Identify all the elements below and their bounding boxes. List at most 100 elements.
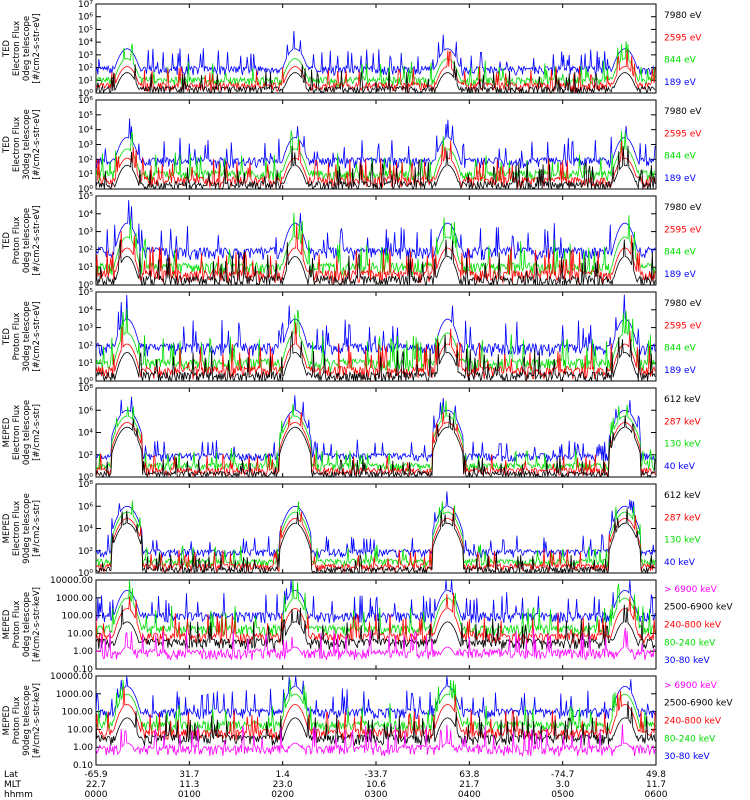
legend-entry: 189 eV bbox=[664, 78, 697, 88]
y-tick-label: 10³ bbox=[78, 51, 93, 61]
x-tick-label-lat: -33.7 bbox=[364, 770, 387, 780]
legend-entry: 2595 eV bbox=[664, 33, 702, 43]
x-tick-label-lat: 49.8 bbox=[646, 770, 666, 780]
y-axis-label: Proton Flux bbox=[12, 697, 22, 745]
y-axis-label: [#/cm2-s-str-eV] bbox=[32, 205, 42, 275]
legend-entry: 2595 eV bbox=[664, 225, 702, 235]
y-tick-label: 10⁴ bbox=[78, 38, 93, 48]
series-blue-trace bbox=[96, 118, 656, 170]
x-tick-label-mlt: 10.6 bbox=[366, 780, 386, 790]
y-axis-label: [#/cm2-s-str-keV] bbox=[32, 587, 42, 662]
y-tick-label: 10⁰ bbox=[78, 377, 93, 387]
y-axis-label: TED bbox=[2, 39, 12, 58]
y-tick-label: 10⁵ bbox=[78, 25, 93, 35]
legend-entry: 844 eV bbox=[664, 152, 697, 162]
legend-entry: 189 eV bbox=[664, 174, 697, 184]
y-tick-label: 10² bbox=[78, 245, 93, 255]
series-black-trace bbox=[96, 604, 656, 651]
legend-entry: 612 keV bbox=[664, 491, 701, 501]
y-tick-label: 10⁰ bbox=[78, 89, 93, 99]
panel-1: 10⁰ 10¹ 10² 10³ 10⁴ 10⁵ 10⁶ 10⁷ TED Electron Flux… bbox=[2, 0, 702, 99]
y-tick-label: 100.00 bbox=[62, 708, 94, 718]
x-tick-label-mlt: 23.0 bbox=[273, 780, 293, 790]
y-tick-label: 10⁴ bbox=[78, 210, 93, 220]
y-tick-label: 1.00 bbox=[73, 647, 93, 657]
x-tick-label-mlt: 22.7 bbox=[86, 780, 106, 790]
y-axis-label: MEPED bbox=[2, 513, 12, 543]
panel-3: 10⁰ 10¹ 10² 10³ 10⁴ 10⁵ TED Proton Flux 0deg tel… bbox=[2, 192, 702, 291]
legend-entry: 30-80 keV bbox=[664, 656, 710, 666]
legend-entry: > 6900 keV bbox=[664, 585, 718, 595]
legend-entry: > 6900 keV bbox=[664, 681, 718, 691]
y-axis-label: 90deg telescope bbox=[22, 685, 32, 756]
x-tick-label-hhmm: 0600 bbox=[645, 790, 668, 800]
y-axis-label: MEPED bbox=[2, 705, 12, 735]
series-blue-trace bbox=[96, 676, 656, 721]
y-axis-label: Proton Flux bbox=[12, 217, 22, 265]
legend-entry: 844 eV bbox=[664, 344, 697, 354]
y-axis-label: Electron Flux bbox=[12, 117, 22, 172]
y-axis-label: [#/cm2-s-str] bbox=[32, 500, 42, 557]
y-axis-label: Electron Flux bbox=[12, 21, 22, 76]
y-tick-label: 10⁰ bbox=[78, 281, 93, 291]
x-row-label: Lat bbox=[4, 770, 19, 780]
plot-frame bbox=[95, 675, 657, 766]
panel-2: 10⁰ 10¹ 10² 10³ 10⁴ 10⁵ 10⁶ TED Electron Flux 30d… bbox=[2, 96, 702, 195]
series-magenta-trace bbox=[96, 724, 656, 758]
y-axis-label: 30deg telescope bbox=[22, 109, 32, 180]
series-red-trace bbox=[96, 411, 656, 477]
series-black-trace bbox=[96, 61, 656, 93]
legend-entry: 287 keV bbox=[664, 417, 701, 427]
y-axis-label: [#/cm2-s-str-eV] bbox=[32, 109, 42, 179]
y-axis-label: TED bbox=[2, 135, 12, 154]
legend-entry: 130 keV bbox=[664, 440, 701, 450]
x-tick-label-mlt: 11.3 bbox=[179, 780, 199, 790]
y-tick-label: 10.00 bbox=[67, 725, 93, 735]
legend-entry: 7980 eV bbox=[664, 11, 702, 21]
x-tick-label-hhmm: 0400 bbox=[458, 790, 481, 800]
y-tick-label: 10¹ bbox=[78, 76, 93, 86]
legend-entry: 240-800 keV bbox=[664, 621, 722, 631]
y-tick-label: 10000.00 bbox=[50, 672, 93, 682]
y-tick-label: 10⁶ bbox=[78, 96, 93, 106]
series-green-trace bbox=[96, 41, 656, 88]
y-tick-label: 10¹ bbox=[78, 170, 93, 180]
legend-entry: 40 keV bbox=[664, 558, 696, 568]
y-tick-label: 10³ bbox=[78, 141, 93, 151]
legend-entry: 2595 eV bbox=[664, 129, 702, 139]
y-tick-label: 10³ bbox=[78, 324, 93, 334]
y-tick-label: 10² bbox=[78, 64, 93, 74]
y-tick-label: 10.00 bbox=[67, 629, 93, 639]
y-tick-label: 0.10 bbox=[73, 761, 93, 771]
series-group bbox=[96, 676, 656, 758]
y-axis-label: MEPED bbox=[2, 417, 12, 447]
x-tick-label-hhmm: 0500 bbox=[551, 790, 574, 800]
y-tick-label: 1000.00 bbox=[56, 594, 93, 604]
series-green-trace bbox=[96, 400, 656, 473]
x-tick-label-mlt: 21.7 bbox=[459, 780, 479, 790]
y-tick-label: 10⁵ bbox=[78, 288, 93, 298]
y-tick-label: 10⁶ bbox=[78, 13, 93, 23]
y-tick-label: 10³ bbox=[78, 228, 93, 238]
x-tick-label-lat: -74.7 bbox=[551, 770, 574, 780]
x-tick-label-lat: 63.8 bbox=[459, 770, 479, 780]
panel-6: 10⁰ 10² 10⁴ 10⁶ 10⁸ MEPED Electron Flux 90deg t… bbox=[2, 480, 701, 579]
series-group bbox=[96, 118, 656, 189]
legend-entry: 189 eV bbox=[664, 366, 697, 376]
y-tick-label: 10¹ bbox=[78, 359, 93, 369]
y-axis-label: [#/cm2-s-str-eV] bbox=[32, 301, 42, 371]
panel-4: 10⁰ 10¹ 10² 10³ 10⁴ 10⁵ TED Proton Flux 30deg te… bbox=[2, 288, 702, 387]
series-red-trace bbox=[96, 507, 656, 573]
y-tick-label: 10⁴ bbox=[78, 126, 93, 136]
x-tick-label-hhmm: 0300 bbox=[365, 790, 388, 800]
y-axis-label: TED bbox=[2, 327, 12, 346]
x-tick-label-hhmm: 0000 bbox=[85, 790, 108, 800]
y-tick-label: 10⁵ bbox=[78, 111, 93, 121]
y-tick-label: 10² bbox=[78, 547, 93, 557]
legend-entry: 2500-6900 keV bbox=[664, 603, 733, 613]
series-blue-trace bbox=[96, 580, 656, 624]
legend-entry: 287 keV bbox=[664, 513, 701, 523]
x-tick-label-hhmm: 0200 bbox=[271, 790, 294, 800]
y-axis-label: 0deg telescope bbox=[22, 592, 32, 657]
series-black-trace bbox=[96, 145, 656, 189]
